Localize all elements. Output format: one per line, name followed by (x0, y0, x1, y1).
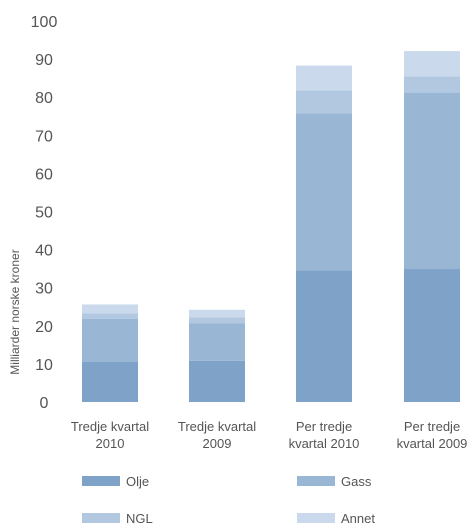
bar-gass-4 (404, 92, 460, 270)
y-tick-label-40: 40 (35, 243, 53, 260)
y-axis-label: Milliarder norske kroner (8, 249, 22, 374)
bar-ngl-2 (189, 317, 245, 324)
legend-swatch-olje (82, 476, 120, 486)
legend-label-ngl: NGL (126, 511, 153, 526)
y-tick-label-90: 90 (35, 52, 53, 69)
legend-swatch-gass (297, 476, 335, 486)
bar-ngl-3 (296, 90, 352, 114)
y-tick-label-0: 0 (40, 395, 49, 412)
category-label-4: Per tredje kvartal 2009 (397, 419, 468, 451)
y-tick-label-20: 20 (35, 319, 53, 336)
bar-gass-1 (82, 318, 138, 362)
category-label-2: Tredje kvartal 2009 (178, 419, 256, 451)
legend-label-gass: Gass (341, 474, 372, 489)
category-label-1: Tredje kvartal 2010 (71, 419, 149, 451)
bar-annet-2 (189, 309, 245, 318)
y-tick-label-60: 60 (35, 166, 53, 183)
legend-label-annet: Annet (341, 511, 375, 526)
y-tick-label-100: 100 (31, 14, 58, 31)
legend-label-olje: Olje (126, 474, 149, 489)
y-tick-label-30: 30 (35, 281, 53, 298)
y-tick-label-50: 50 (35, 205, 53, 222)
category-label-3: Per tredje kvartal 2010 (289, 419, 360, 451)
bar-ngl-1 (82, 313, 138, 319)
bar-annet-1 (82, 304, 138, 314)
legend-swatch-ngl (82, 513, 120, 523)
bar-annet-3 (296, 65, 352, 91)
y-tick-label-80: 80 (35, 90, 53, 107)
bar-gass-2 (189, 323, 245, 361)
bar-olje-1 (82, 361, 138, 402)
legend-swatch-annet (297, 513, 335, 523)
bar-olje-2 (189, 360, 245, 402)
bar-annet-4 (404, 51, 460, 77)
y-tick-label-10: 10 (35, 357, 53, 374)
bar-ngl-4 (404, 76, 460, 93)
bar-olje-4 (404, 269, 460, 402)
y-tick-label-70: 70 (35, 128, 53, 145)
bar-olje-3 (296, 270, 352, 402)
bar-gass-3 (296, 113, 352, 271)
